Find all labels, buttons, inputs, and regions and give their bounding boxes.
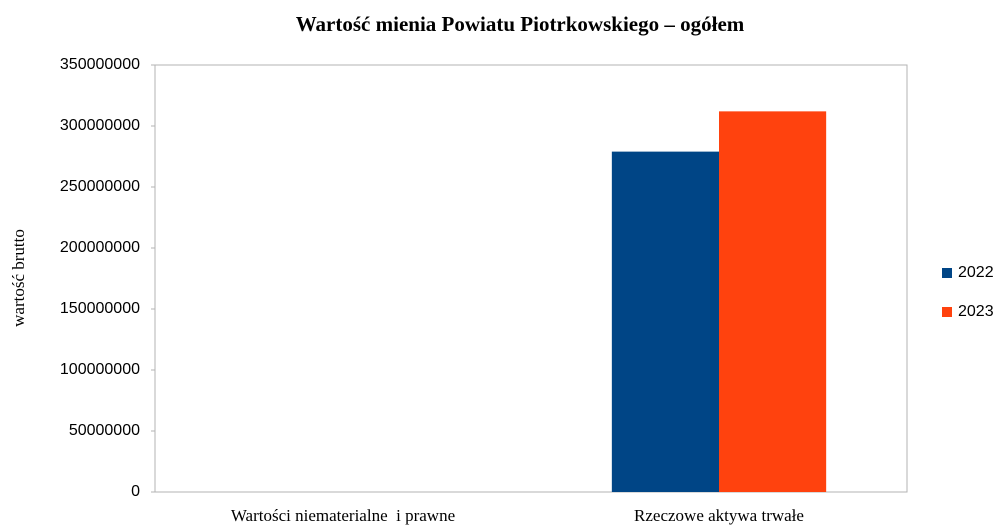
bar — [611, 151, 719, 492]
y-tick-label: 50000000 — [69, 422, 140, 439]
y-axis-label: wartość brutto — [9, 229, 28, 327]
y-tick-label: 300000000 — [60, 117, 140, 134]
legend-label: 2022 — [958, 264, 994, 281]
y-tick-label: 350000000 — [60, 56, 140, 73]
plot-frame — [154, 64, 908, 493]
y-tick-label: 200000000 — [60, 239, 140, 256]
legend-label: 2023 — [958, 303, 994, 320]
chart-title: Wartość mienia Powiatu Piotrkowskiego – … — [296, 12, 745, 36]
y-tick-label: 150000000 — [60, 300, 140, 317]
bar — [719, 111, 827, 493]
legend-swatch — [942, 268, 952, 278]
y-tick-label: 250000000 — [60, 178, 140, 195]
y-tick-label: 100000000 — [60, 361, 140, 378]
y-tick-label: 0 — [131, 483, 140, 500]
x-tick-label: Rzeczowe aktywa trwałe — [634, 506, 804, 525]
x-tick-label: Wartości niematerialne i prawne — [231, 506, 455, 525]
legend-swatch — [942, 307, 952, 317]
